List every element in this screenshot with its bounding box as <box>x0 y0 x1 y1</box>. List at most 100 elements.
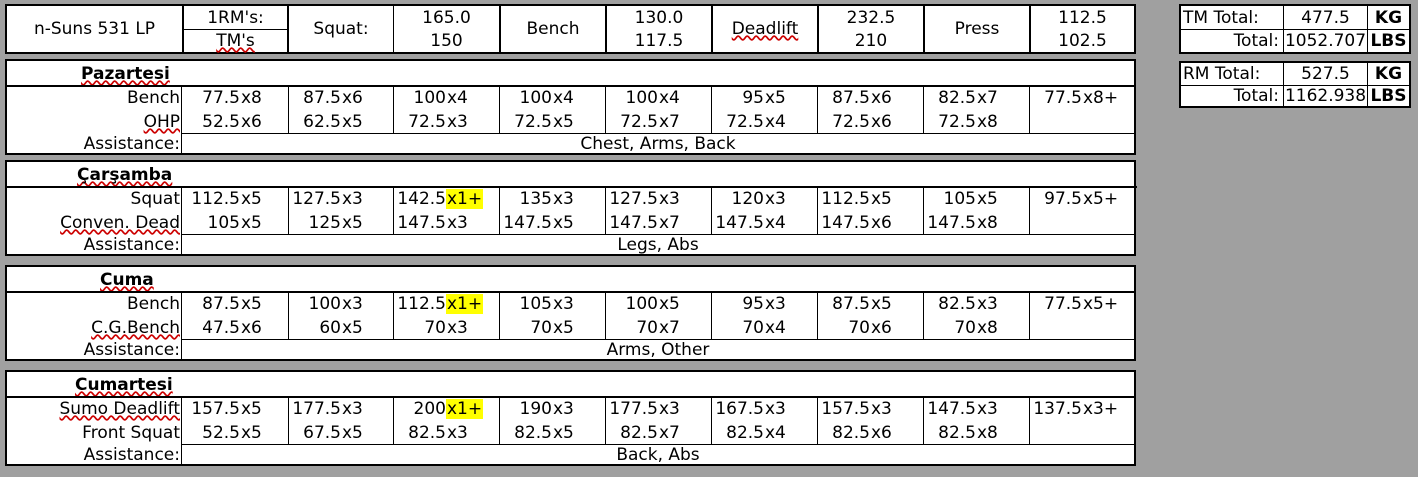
tm-deadlift: 210 <box>854 31 888 51</box>
set-reps: x4 <box>765 213 786 233</box>
set-reps: x7 <box>977 88 998 108</box>
set-cell: 82.5x5 <box>500 422 606 444</box>
set-reps: x6 <box>871 112 892 132</box>
set-weight: 127.5 <box>292 189 341 209</box>
assistance-value: Legs, Abs <box>617 235 699 255</box>
set-weight: 82.5 <box>514 423 552 443</box>
set-cell: 157.5x3 <box>818 398 924 420</box>
set-cell: 82.5x8 <box>924 422 1030 444</box>
set-reps: x8 <box>977 112 998 132</box>
set-cell: 167.5x3 <box>712 398 818 420</box>
assistance-value: Back, Abs <box>616 445 700 465</box>
set-weight: 72.5 <box>514 112 552 132</box>
set-reps: x3+ <box>1083 399 1119 419</box>
exercise-label: Bench <box>126 88 180 108</box>
rm-bench: 130.0 <box>634 8 684 28</box>
assistance-value: Arms, Other <box>606 340 710 360</box>
set-weight: 87.5 <box>303 88 341 108</box>
set-weight: 72.5 <box>620 112 658 132</box>
set-reps: x3 <box>977 294 998 314</box>
set-cell: 137.5x3+ <box>1030 398 1136 420</box>
set-reps: x6 <box>871 318 892 338</box>
set-weight: 70 <box>636 318 658 338</box>
set-cell: 147.5x6 <box>818 212 924 234</box>
set-reps: x6 <box>241 318 262 338</box>
set-reps: x3 <box>447 423 468 443</box>
set-cell: 177.5x3 <box>606 398 712 420</box>
set-cell: 125x5 <box>289 212 394 234</box>
day-section: Cumartesi Sumo Deadlift 157.5x5 177.5x3 200x… <box>5 370 1136 466</box>
day-section: Pazartesi Bench 77.5x8 87.5x6 100x4 100x4 100x… <box>5 59 1136 155</box>
set-weight: 70 <box>954 318 976 338</box>
program-name: n-Suns 531 LP <box>33 19 156 39</box>
set-reps: x1+ <box>446 399 484 419</box>
exercise-label: Sumo Deadlift <box>59 399 181 419</box>
set-weight: 82.5 <box>832 423 870 443</box>
set-weight: 190 <box>519 399 552 419</box>
set-cell: 100x4 <box>606 87 712 109</box>
set-weight: 52.5 <box>202 423 240 443</box>
set-weight: 77.5 <box>1044 88 1082 108</box>
day-title: Cuma <box>100 270 154 290</box>
set-reps: x3 <box>659 189 680 209</box>
set-reps: x3 <box>765 189 786 209</box>
set-reps: x5 <box>553 112 574 132</box>
set-cell: 100x4 <box>394 87 500 109</box>
tm-press: 102.5 <box>1058 31 1107 51</box>
set-reps: x3 <box>447 318 468 338</box>
set-reps: x1+ <box>446 189 484 209</box>
set-weight: 47.5 <box>202 318 240 338</box>
set-reps: x3 <box>447 112 468 132</box>
set-cell: 127.5x3 <box>289 188 394 210</box>
set-weight: 52.5 <box>202 112 240 132</box>
set-cell: 70x8 <box>924 317 1030 339</box>
lift-name-squat: Squat: <box>313 19 369 39</box>
set-cell: 147.5x3 <box>394 212 500 234</box>
set-cell: 87.5x5 <box>183 293 289 315</box>
set-weight: 87.5 <box>832 294 870 314</box>
set-cell: 72.5x4 <box>712 111 818 133</box>
set-weight: 70 <box>424 318 446 338</box>
set-reps: x5 <box>241 213 262 233</box>
set-weight: 72.5 <box>408 112 446 132</box>
tm-total-label: TM Total: <box>1183 8 1259 28</box>
set-cell: 87.5x6 <box>289 87 394 109</box>
set-weight: 77.5 <box>202 88 240 108</box>
set-weight: 147.5 <box>821 213 870 233</box>
set-reps: x5+ <box>1083 294 1119 314</box>
set-weight: 112.5 <box>397 294 446 314</box>
set-cell: 100x4 <box>500 87 606 109</box>
set-cell: 147.5x4 <box>712 212 818 234</box>
tm-total-lbs: 1052.707 <box>1284 31 1367 51</box>
rm-press: 112.5 <box>1058 8 1107 28</box>
set-reps: x4 <box>659 88 680 108</box>
rm-label: 1RM's: <box>207 8 264 28</box>
set-weight: 82.5 <box>726 423 764 443</box>
set-weight: 147.5 <box>503 213 552 233</box>
set-weight: 167.5 <box>715 399 764 419</box>
set-cell: 97.5x5+ <box>1030 188 1136 210</box>
set-cell: 82.5x7 <box>924 87 1030 109</box>
set-weight: 127.5 <box>609 189 658 209</box>
tm-lbs-unit: LBS <box>1370 31 1407 51</box>
set-cell: 177.5x3 <box>289 398 394 420</box>
set-reps: x5 <box>977 189 998 209</box>
set-reps: x3 <box>659 399 680 419</box>
set-cell: 100x5 <box>606 293 712 315</box>
tm-label: TM's <box>216 31 255 51</box>
set-cell: 77.5x5+ <box>1030 293 1136 315</box>
set-cell: 157.5x5 <box>183 398 289 420</box>
set-weight: 87.5 <box>202 294 240 314</box>
set-cell: 70x4 <box>712 317 818 339</box>
rm-total-lbs: 1162.938 <box>1284 86 1367 106</box>
set-reps: x5 <box>342 112 363 132</box>
rm-lbs-unit: LBS <box>1370 86 1407 106</box>
set-cell: 87.5x6 <box>818 87 924 109</box>
set-weight: 112.5 <box>821 189 870 209</box>
set-cell: 135x3 <box>500 188 606 210</box>
set-weight: 82.5 <box>938 294 976 314</box>
set-weight: 72.5 <box>938 112 976 132</box>
header-row: n-Suns 531 LP 1RM's: TM's Squat: 165.0 1… <box>5 4 1136 54</box>
set-weight: 72.5 <box>832 112 870 132</box>
set-weight: 157.5 <box>821 399 870 419</box>
